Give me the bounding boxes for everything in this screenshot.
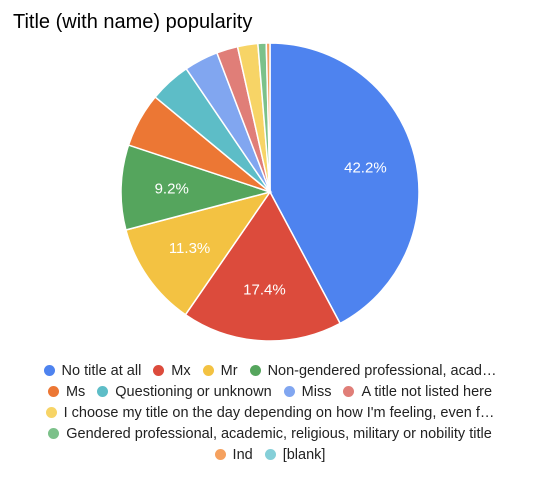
legend-swatch bbox=[214, 449, 226, 460]
legend-item[interactable]: [blank] bbox=[264, 446, 326, 463]
legend-label: Mx bbox=[171, 362, 191, 379]
legend-label: I choose my title on the day depending o… bbox=[63, 404, 495, 421]
legend-swatch bbox=[343, 386, 355, 397]
legend-item[interactable]: Non-gendered professional, acad… bbox=[249, 362, 497, 379]
pie-slice[interactable] bbox=[120, 144, 273, 231]
legend-label: Ind bbox=[232, 446, 253, 463]
legend-item[interactable]: Ms bbox=[47, 383, 86, 400]
pie-chart: 42.2% 17.4% 11.3% 9.2% bbox=[120, 42, 420, 342]
legend-item[interactable]: I choose my title on the day depending o… bbox=[45, 404, 495, 421]
legend-row: Gendered professional, academic, religio… bbox=[0, 423, 540, 444]
slice-label: 9.2% bbox=[155, 180, 189, 197]
legend-item[interactable]: Mx bbox=[153, 362, 191, 379]
legend-swatch bbox=[202, 365, 214, 376]
slice-label: 11.3% bbox=[169, 240, 210, 257]
legend-label: [blank] bbox=[282, 446, 326, 463]
legend-label: Miss bbox=[301, 383, 332, 400]
legend-label: Questioning or unknown bbox=[115, 383, 272, 400]
legend-row: No title at all Mx Mr Non-gendered profe… bbox=[0, 360, 540, 381]
legend-label: Ms bbox=[65, 383, 86, 400]
legend-row: I choose my title on the day depending o… bbox=[0, 402, 540, 423]
legend-label: No title at all bbox=[61, 362, 142, 379]
legend-swatch bbox=[249, 365, 261, 376]
legend-label: Non-gendered professional, acad… bbox=[267, 362, 497, 379]
legend-row: Ind [blank] bbox=[0, 444, 540, 465]
legend-label: A title not listed here bbox=[361, 383, 493, 400]
slice-label: 17.4% bbox=[243, 282, 286, 299]
legend-swatch bbox=[264, 449, 276, 460]
legend-swatch bbox=[283, 386, 295, 397]
legend-swatch bbox=[153, 365, 165, 376]
slice-label: 42.2% bbox=[344, 160, 387, 177]
legend-swatch bbox=[48, 428, 60, 439]
pie-slice[interactable] bbox=[269, 42, 420, 325]
chart-legend: No title at all Mx Mr Non-gendered profe… bbox=[0, 360, 540, 465]
pie-slice[interactable] bbox=[125, 190, 272, 316]
legend-swatch bbox=[45, 407, 57, 418]
legend-item[interactable]: Questioning or unknown bbox=[97, 383, 272, 400]
legend-label: Gendered professional, academic, religio… bbox=[66, 425, 492, 442]
legend-item[interactable]: Gendered professional, academic, religio… bbox=[48, 426, 492, 442]
pie-slice[interactable] bbox=[265, 42, 271, 193]
legend-item[interactable]: Mr bbox=[202, 362, 238, 379]
legend-item[interactable]: Ind bbox=[214, 446, 253, 463]
legend-label: Mr bbox=[220, 362, 238, 379]
legend-row: Ms Questioning or unknown Miss A title n… bbox=[0, 381, 540, 402]
legend-item[interactable]: A title not listed here bbox=[343, 384, 492, 400]
legend-swatch bbox=[43, 365, 55, 376]
chart-title: Title (with name) popularity bbox=[13, 11, 253, 33]
legend-item[interactable]: No title at all bbox=[43, 362, 142, 379]
legend-swatch bbox=[47, 386, 59, 397]
legend-swatch bbox=[97, 386, 109, 397]
pie-slice[interactable] bbox=[184, 190, 342, 342]
legend-item[interactable]: Miss bbox=[283, 383, 332, 400]
